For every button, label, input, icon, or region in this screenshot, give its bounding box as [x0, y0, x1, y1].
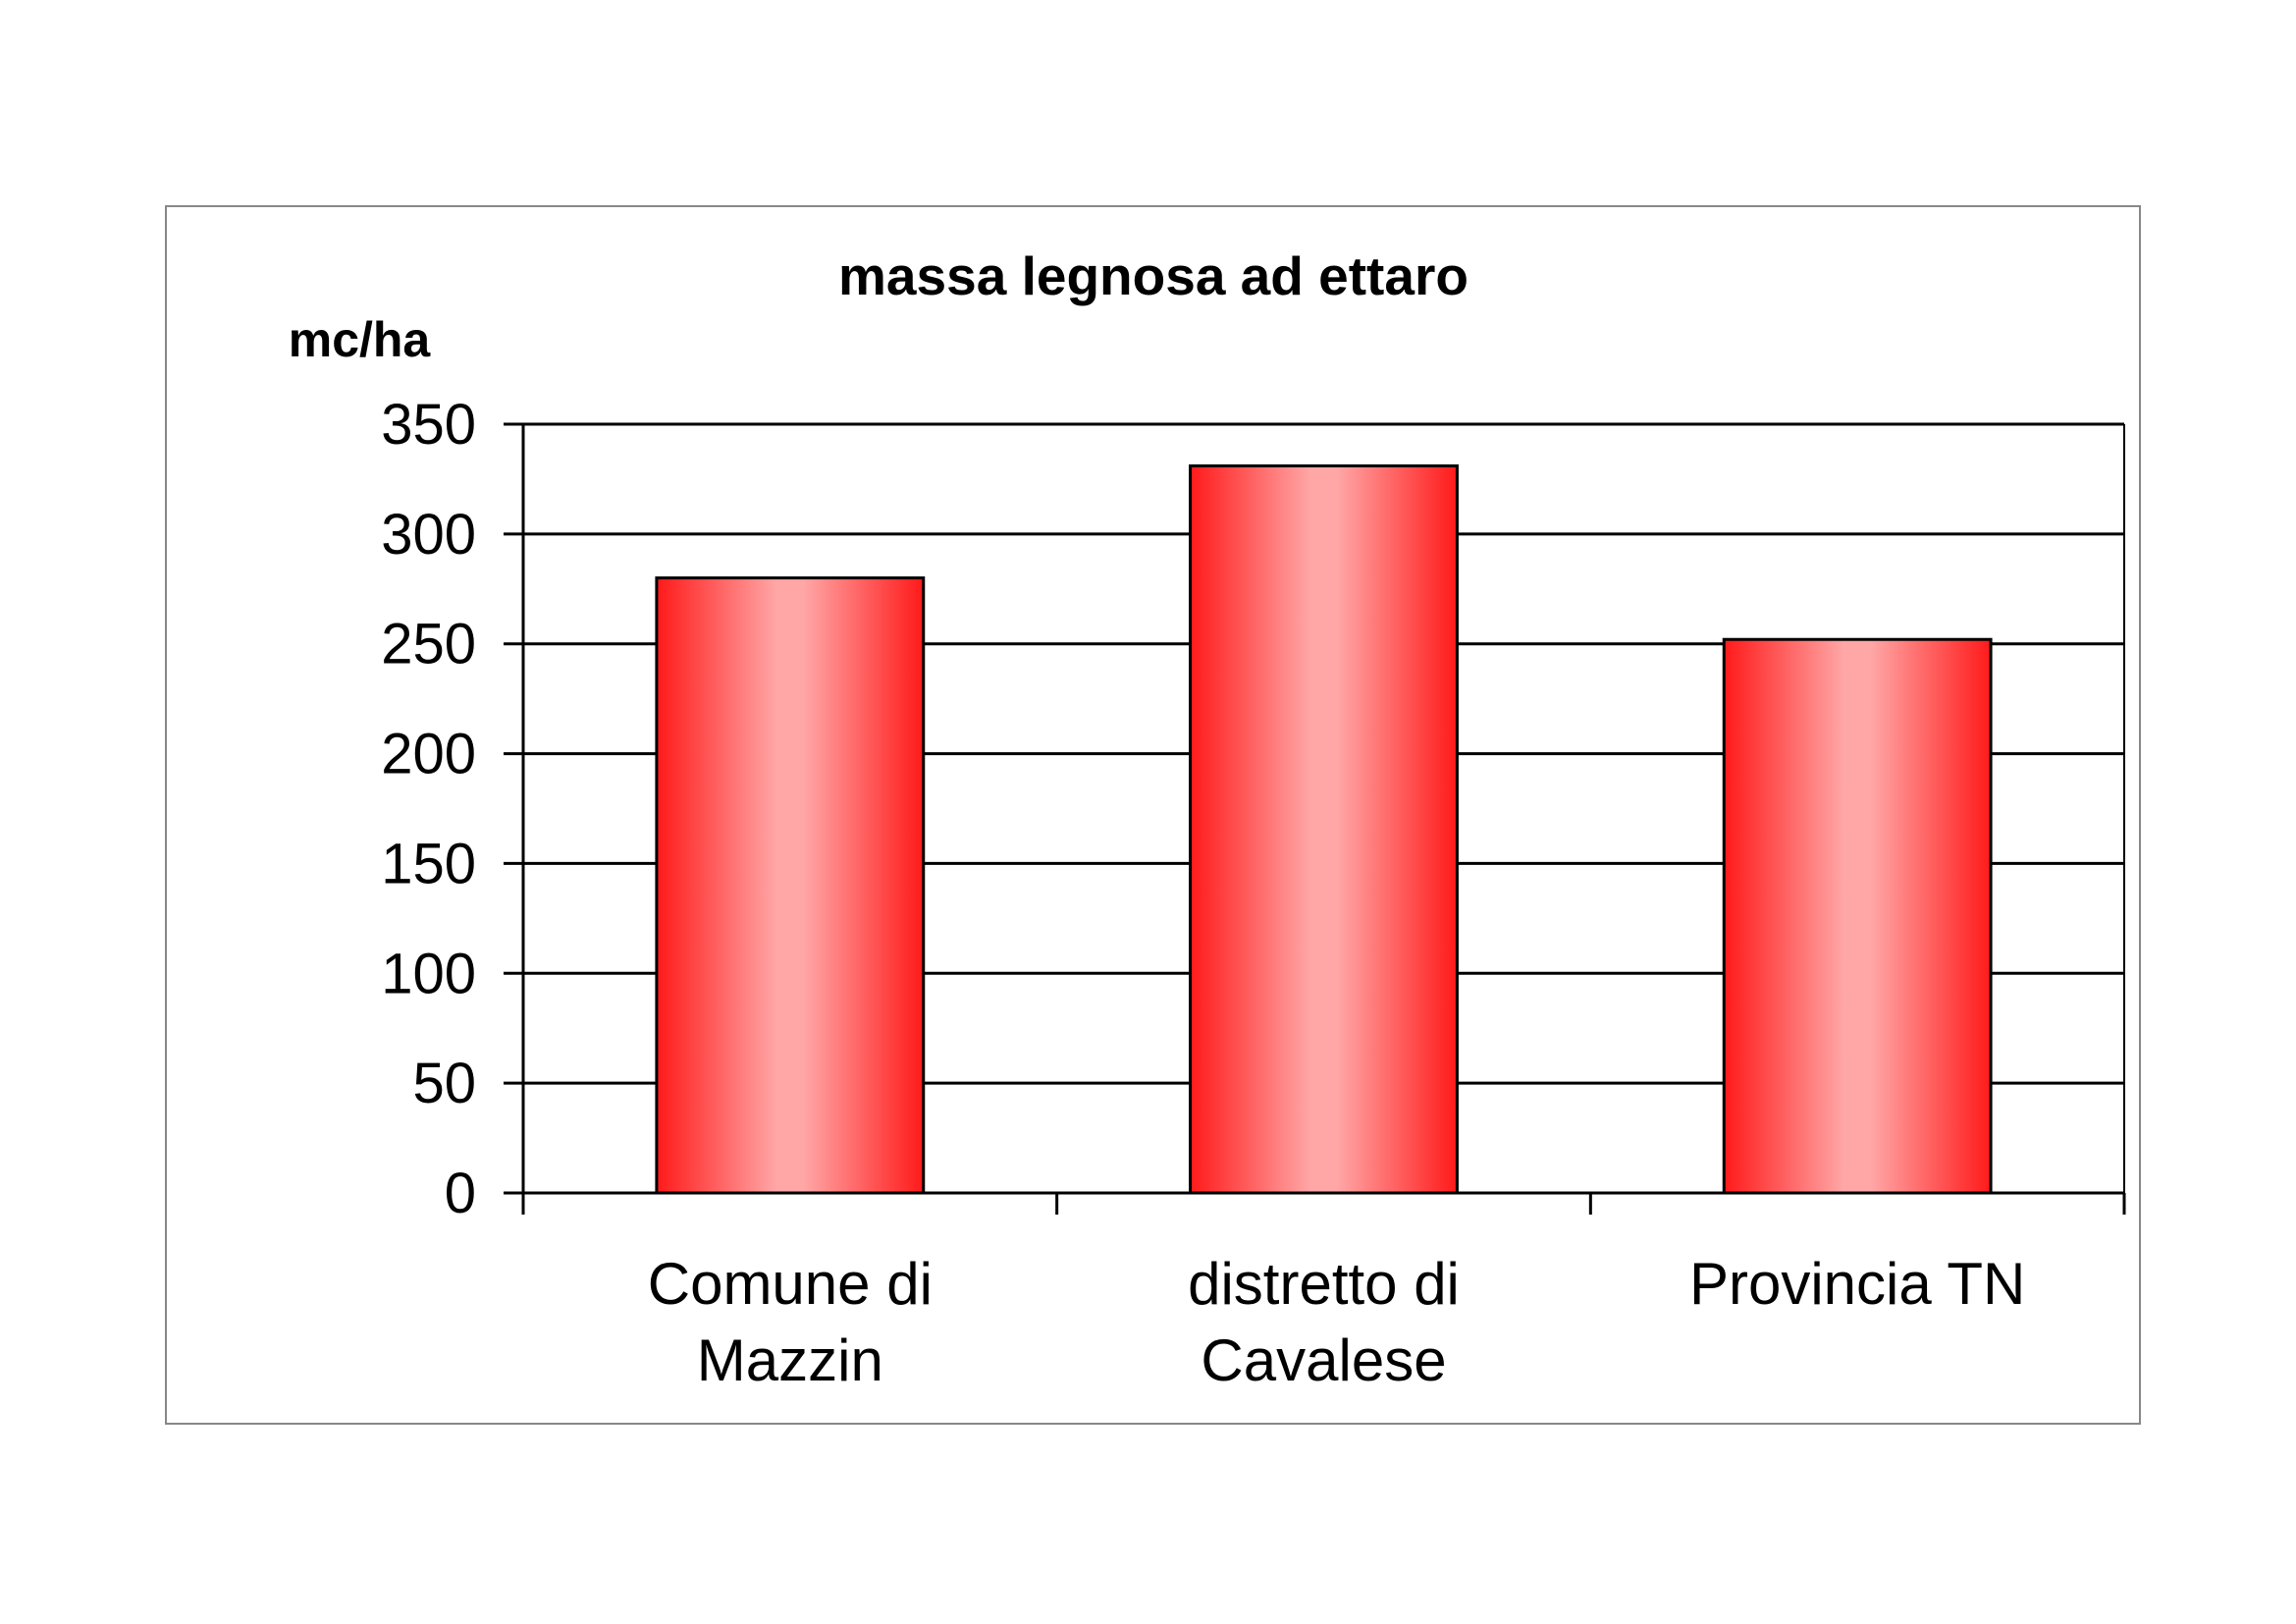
y-tick-label: 50	[412, 1052, 476, 1115]
y-tick-label: 250	[381, 613, 476, 677]
bar-2	[1722, 637, 1993, 1195]
y-tick-label: 200	[381, 723, 476, 786]
bar-1	[1189, 464, 1459, 1195]
y-tick-label: 100	[381, 942, 476, 1005]
x-category-label: Mazzin	[697, 1327, 883, 1393]
bar-0	[655, 576, 926, 1195]
x-category-label: distretto di	[1188, 1251, 1460, 1317]
y-tick-label: 150	[381, 832, 476, 895]
y-tick-label: 300	[381, 503, 476, 567]
x-category-label: Comune di	[648, 1251, 933, 1317]
y-tick-label: 350	[381, 393, 476, 457]
chart-title: massa legnosa ad ettaro	[838, 245, 1468, 306]
x-category-label: Cavalese	[1201, 1327, 1446, 1393]
x-category-label: Provincia TN	[1689, 1251, 2025, 1317]
y-tick-label: 0	[445, 1162, 476, 1225]
y-axis-label: mc/ha	[289, 312, 432, 367]
